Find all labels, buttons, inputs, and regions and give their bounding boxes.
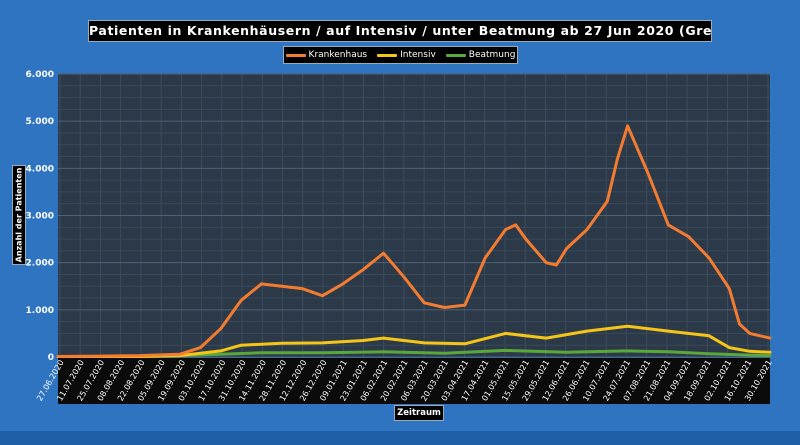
legend-item-intensiv: Intensiv xyxy=(377,50,436,60)
legend-swatch-krankenhaus xyxy=(285,53,306,57)
bottom-bar xyxy=(0,431,800,445)
chart-title: Patienten in Krankenhäusern / auf Intens… xyxy=(88,20,712,42)
y-tick-label: 1.000 xyxy=(26,306,54,316)
y-axis-label: Anzahl der Patienten xyxy=(14,167,24,263)
y-axis: 0 1.000 2.000 3.000 4.000 5.000 6.000 xyxy=(26,70,54,363)
y-tick-label: 4.000 xyxy=(26,164,54,174)
grid-layer xyxy=(58,73,770,358)
series-line-intensiv xyxy=(56,324,772,359)
y-tick-label: 2.000 xyxy=(26,259,54,269)
x-axis-band xyxy=(58,358,770,404)
legend-item-beatmung: Beatmung xyxy=(445,50,516,60)
legend-label-beatmung: Beatmung xyxy=(468,50,516,60)
legend-swatch-beatmung xyxy=(445,53,466,57)
legend-item-krankenhaus: Krankenhaus xyxy=(285,50,368,60)
legend-swatch-intensiv xyxy=(377,53,398,57)
legend: Krankenhaus Intensiv Beatmung xyxy=(283,46,518,64)
y-axis-label-box: Anzahl der Patienten xyxy=(12,165,26,265)
series-line-beatmung xyxy=(56,348,772,359)
y-tick-label: 0 xyxy=(48,353,54,363)
x-axis-label: Zeitraum xyxy=(394,405,444,421)
series-layer xyxy=(56,124,772,359)
legend-label-intensiv: Intensiv xyxy=(400,50,436,60)
legend-label-krankenhaus: Krankenhaus xyxy=(308,50,368,60)
y-tick-label: 5.000 xyxy=(26,117,54,127)
series-line-krankenhaus xyxy=(56,124,772,358)
y-tick-label: 3.000 xyxy=(26,212,54,222)
y-tick-label: 6.000 xyxy=(26,70,54,80)
